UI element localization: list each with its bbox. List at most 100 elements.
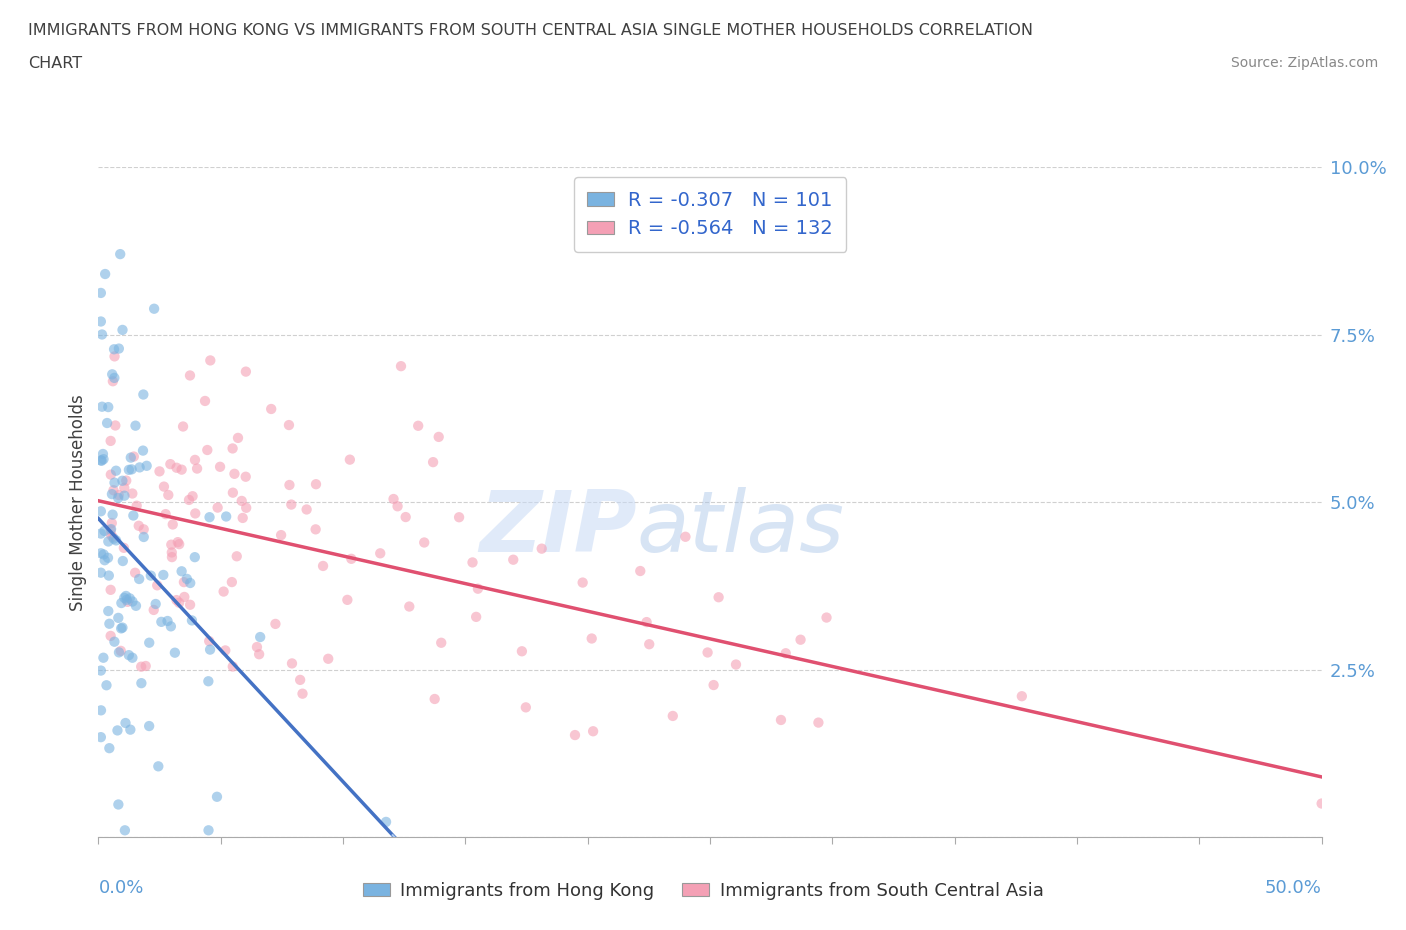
- Point: [231, 494, 253, 509]
- Point: [339, 452, 361, 467]
- Point: [167, 595, 190, 610]
- Point: [103, 370, 125, 385]
- Point: [120, 723, 142, 737]
- Point: [128, 460, 150, 475]
- Point: [638, 637, 661, 652]
- Point: [93, 547, 115, 562]
- Point: [148, 464, 170, 479]
- Point: [90, 286, 112, 300]
- Point: [139, 568, 162, 583]
- Point: [166, 592, 188, 607]
- Point: [91, 327, 114, 342]
- Point: [124, 565, 146, 580]
- Point: [177, 493, 200, 508]
- Point: [138, 635, 160, 650]
- Point: [224, 466, 246, 481]
- Point: [336, 592, 359, 607]
- Point: [340, 551, 363, 566]
- Point: [132, 444, 155, 458]
- Point: [143, 301, 166, 316]
- Point: [100, 467, 122, 482]
- Point: [101, 486, 124, 501]
- Point: [212, 584, 235, 599]
- Point: [118, 462, 141, 477]
- Point: [170, 462, 193, 477]
- Point: [582, 724, 605, 738]
- Point: [114, 715, 136, 730]
- Point: [260, 402, 283, 417]
- Point: [91, 399, 114, 414]
- Point: [103, 349, 125, 364]
- Point: [118, 647, 141, 662]
- Point: [111, 473, 134, 488]
- Point: [98, 617, 121, 631]
- Point: [108, 644, 131, 659]
- Point: [159, 457, 181, 472]
- Point: [184, 506, 207, 521]
- Point: [120, 450, 142, 465]
- Point: [104, 418, 127, 433]
- Point: [173, 590, 195, 604]
- Point: [110, 621, 132, 636]
- Point: [288, 672, 311, 687]
- Point: [156, 614, 179, 629]
- Point: [146, 578, 169, 592]
- Point: [662, 709, 685, 724]
- Point: [93, 650, 115, 665]
- Point: [198, 633, 221, 648]
- Point: [142, 603, 165, 618]
- Point: [422, 455, 444, 470]
- Point: [815, 610, 838, 625]
- Point: [430, 635, 453, 650]
- Point: [107, 723, 129, 737]
- Point: [465, 609, 488, 624]
- Point: [90, 314, 112, 329]
- Point: [121, 486, 143, 501]
- Point: [197, 674, 219, 689]
- Point: [389, 359, 412, 374]
- Point: [100, 582, 122, 597]
- Point: [150, 615, 173, 630]
- Point: [225, 549, 247, 564]
- Point: [184, 550, 207, 565]
- Point: [160, 619, 183, 634]
- Text: Source: ZipAtlas.com: Source: ZipAtlas.com: [1230, 56, 1378, 70]
- Point: [515, 700, 537, 715]
- Legend: Immigrants from Hong Kong, Immigrants from South Central Asia: Immigrants from Hong Kong, Immigrants fr…: [356, 874, 1050, 907]
- Point: [789, 632, 811, 647]
- Point: [312, 559, 335, 574]
- Point: [235, 470, 257, 485]
- Point: [160, 538, 183, 552]
- Point: [135, 458, 157, 473]
- Point: [93, 452, 115, 467]
- Point: [97, 551, 120, 565]
- Point: [696, 645, 718, 660]
- Point: [184, 453, 207, 468]
- Point: [128, 572, 150, 587]
- Point: [467, 581, 489, 596]
- Point: [215, 509, 238, 524]
- Point: [115, 473, 138, 488]
- Point: [111, 323, 134, 338]
- Point: [111, 553, 134, 568]
- Point: [249, 630, 271, 644]
- Point: [163, 645, 186, 660]
- Point: [121, 650, 143, 665]
- Point: [100, 523, 122, 538]
- Point: [155, 507, 177, 522]
- Point: [270, 527, 292, 542]
- Point: [115, 592, 138, 607]
- Point: [96, 678, 118, 693]
- Point: [179, 368, 201, 383]
- Point: [226, 431, 249, 445]
- Point: [91, 446, 114, 461]
- Point: [160, 545, 183, 560]
- Point: [107, 610, 129, 625]
- Point: [96, 416, 118, 431]
- Point: [179, 597, 201, 612]
- Point: [707, 590, 730, 604]
- Point: [90, 526, 112, 541]
- Point: [110, 644, 132, 658]
- Point: [198, 643, 221, 658]
- Point: [97, 400, 120, 415]
